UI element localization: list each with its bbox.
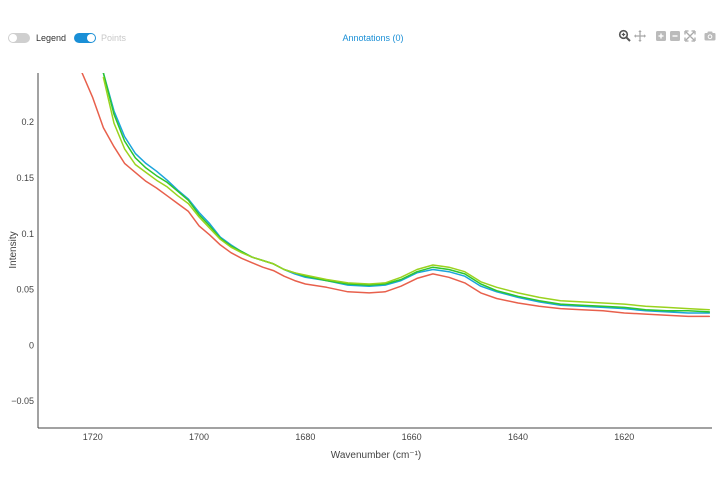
x-tick-label: 1660: [402, 432, 422, 442]
plot-background[interactable]: [38, 73, 712, 428]
series-line-4: [102, 76, 711, 311]
y-tick-label: −0.05: [11, 396, 34, 406]
legend-toggle[interactable]: [8, 33, 30, 43]
points-toggle-label: Points: [101, 33, 127, 43]
x-axis-title: Wavenumber (cm⁻¹): [331, 450, 421, 461]
points-toggle[interactable]: [74, 33, 96, 43]
x-tick-label: 1720: [83, 432, 103, 442]
y-tick-label: 0.1: [21, 229, 34, 239]
zoom-icon[interactable]: [618, 29, 632, 43]
camera-icon[interactable]: [703, 29, 717, 43]
y-axis-ticks: −0.05 0 0.05 0.1 0.15 0.2: [11, 117, 34, 406]
chart-toolbar: Legend Points Annotations (0): [0, 0, 720, 60]
points-toggle-knob: [87, 34, 95, 42]
y-tick-label: 0.15: [16, 173, 34, 183]
series-line-1: [81, 73, 711, 318]
zoom-out-icon[interactable]: [668, 29, 682, 43]
autoscale-icon[interactable]: [683, 29, 697, 43]
zoom-in-icon[interactable]: [654, 29, 668, 43]
legend-toggle-label: Legend: [36, 33, 67, 43]
axis-lines: [37, 73, 712, 429]
y-axis-title: Intensity: [8, 231, 19, 268]
y-tick-label: 0.05: [16, 285, 34, 295]
y-tick-label: 0.2: [21, 117, 34, 127]
x-tick-label: 1620: [614, 432, 634, 442]
plot-area[interactable]: [38, 73, 712, 428]
x-tick-label: 1640: [508, 432, 528, 442]
x-tick-label: 1700: [189, 432, 209, 442]
x-tick-label: 1680: [295, 432, 315, 442]
y-tick-label: 0: [29, 340, 34, 350]
series-layer: [81, 73, 711, 318]
series-line-3: [102, 73, 711, 313]
legend-toggle-knob: [9, 34, 17, 42]
pan-icon[interactable]: [633, 29, 647, 43]
annotations-button[interactable]: Annotations (0): [342, 33, 404, 43]
x-axis-ticks: 1720 1700 1680 1660 1640 1620: [83, 432, 635, 442]
